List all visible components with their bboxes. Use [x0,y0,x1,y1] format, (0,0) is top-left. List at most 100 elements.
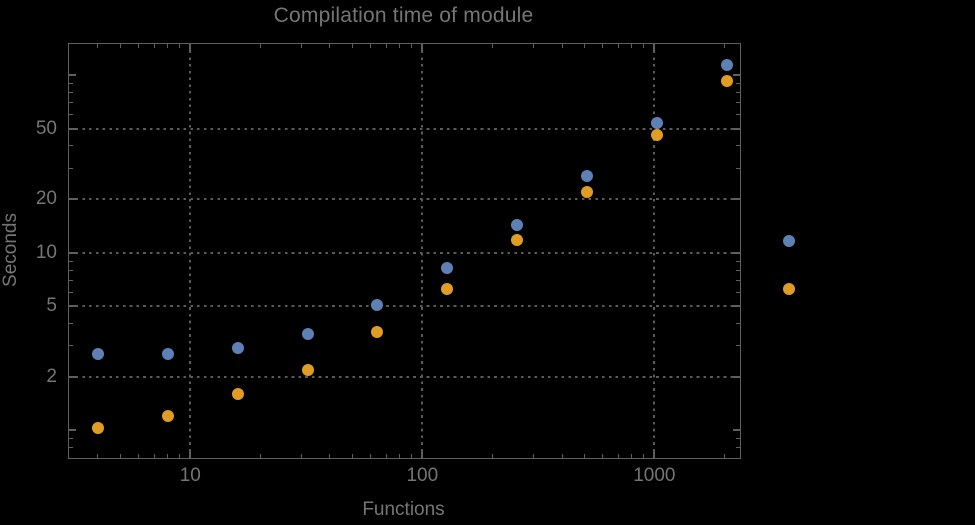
y-tick [736,114,740,116]
x-tick [329,454,331,458]
plot-area: 2 5 10 20 50 10 100 1000 [36,43,741,486]
x-tick [491,454,493,458]
data-point-orange-series [371,325,384,338]
y-tick [69,279,73,281]
x-tick [399,454,401,458]
y-gridline [69,251,740,254]
data-point-orange-series [231,388,244,401]
data-point-blue-series [580,170,593,183]
y-tick [736,291,740,293]
y-gridline [69,305,740,308]
y-tick [69,198,76,201]
data-point-blue-series [301,327,314,340]
y-tick [69,114,73,116]
x-tick [189,451,192,458]
data-point-orange-series [580,186,593,199]
x-tick [138,454,140,458]
x-tick [583,44,585,48]
data-point-orange-series [650,129,663,142]
x-tick [300,454,302,458]
x-gridline [189,44,192,458]
x-tick [653,451,656,458]
y-tick [69,251,76,254]
data-point-blue-series [720,59,733,72]
x-tick [561,44,563,48]
y-tick [69,167,73,169]
x-tick [602,44,604,48]
data-point-orange-series [511,234,524,247]
y-tick [736,82,740,84]
x-tick [643,454,645,458]
x-tick-label: 1000 [633,465,676,486]
x-tick [167,44,169,48]
y-tick [733,376,740,379]
y-tick [69,323,73,325]
x-tick [385,44,387,48]
data-point-blue-series [371,298,384,311]
y-tick [736,438,740,440]
x-tick [643,44,645,48]
y-tick [733,127,740,130]
legend-marker-orange [783,283,795,295]
data-point-orange-series [301,363,314,376]
x-tick [631,44,633,48]
y-gridline [69,198,740,201]
x-tick [179,44,181,48]
y-tick [733,198,740,201]
y-tick [733,74,740,77]
y-tick-label: 2 [46,366,57,388]
x-tick [631,454,633,458]
y-tick [69,345,73,347]
y-gridline [69,127,740,130]
data-point-blue-series [511,219,524,232]
y-tick [736,260,740,262]
y-tick [736,102,740,104]
y-tick [69,102,73,104]
x-tick [300,44,302,48]
x-tick-label: 10 [179,465,201,486]
y-tick [733,305,740,308]
y-tick [69,74,76,77]
y-tick [736,145,740,147]
x-tick [723,44,725,48]
x-tick [411,44,413,48]
y-tick [69,447,73,449]
data-point-orange-series [91,422,104,435]
x-tick [138,44,140,48]
y-tick [736,167,740,169]
y-tick [736,345,740,347]
y-tick [69,291,73,293]
x-gridline [421,44,424,458]
x-tick [370,44,372,48]
y-tick [733,251,740,254]
x-tick [583,454,585,458]
data-point-blue-series [161,347,174,360]
x-tick [617,454,619,458]
x-tick [399,44,401,48]
y-tick [736,269,740,271]
legend-marker-blue [783,235,795,247]
x-tick [119,454,121,458]
x-axis-label: Functions [362,499,445,520]
x-tick [259,44,261,48]
x-tick [421,451,424,458]
x-tick [602,454,604,458]
y-tick [736,447,740,449]
y-tick [69,376,76,379]
x-tick [532,44,534,48]
x-tick [723,454,725,458]
x-tick [491,44,493,48]
x-gridline [653,44,656,458]
data-point-blue-series [231,342,244,355]
y-tick [733,429,740,432]
x-tick [153,454,155,458]
x-tick [351,44,353,48]
x-tick [561,454,563,458]
y-gridline [69,376,740,379]
y-tick [69,438,73,440]
x-tick [119,44,121,48]
y-tick-label: 10 [35,241,57,263]
chart-title: Compilation time of module [273,4,534,27]
data-point-blue-series [650,116,663,129]
